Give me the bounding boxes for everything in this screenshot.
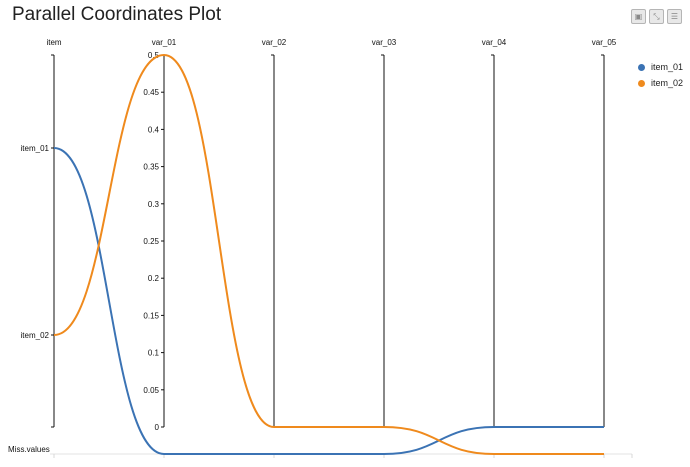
legend-entry-item-02[interactable]: item_02 [638, 75, 683, 91]
item-axis-tick-label-item_02: item_02 [21, 331, 50, 340]
var-01-tick-label-0.25: 0.25 [143, 237, 159, 246]
series-line-item-02 [53, 53, 604, 455]
var-01-tick-label-0: 0 [155, 423, 160, 432]
var-01-tick-label-0.05: 0.05 [143, 386, 159, 395]
window-icon[interactable]: ▣ [631, 9, 646, 24]
axis-title-var_04: var_04 [482, 38, 507, 47]
axis-title-var_05: var_05 [592, 38, 617, 47]
menu-icon[interactable]: ☰ [667, 9, 682, 24]
legend-entry-item-01[interactable]: item_01 [638, 59, 683, 75]
var-01-tick-label-0.15: 0.15 [143, 311, 159, 320]
var-01-tick-label-0.1: 0.1 [148, 349, 160, 358]
var-01-tick-label-0.4: 0.4 [148, 125, 160, 134]
legend-label-item-02: item_02 [651, 78, 684, 88]
legend-swatch-item-01 [638, 63, 645, 71]
var-01-tick-label-0.3: 0.3 [148, 200, 160, 209]
var-01-tick-label-0.5: 0.5 [148, 51, 160, 60]
axis-title-var_02: var_02 [262, 38, 287, 47]
item-axis-tick-label-item_01: item_01 [21, 144, 50, 153]
chart-toolbar: ▣ ⤡ ☰ [631, 9, 682, 24]
legend-swatch-item-02 [638, 79, 645, 87]
legend-label-item-01: item_01 [651, 62, 684, 72]
expand-icon[interactable]: ⤡ [649, 9, 664, 24]
axis-title-item: item [46, 38, 61, 47]
var-01-tick-label-0.45: 0.45 [143, 88, 159, 97]
chart-title: Parallel Coordinates Plot [12, 4, 222, 25]
axis-title-var_01: var_01 [152, 38, 177, 47]
chart-legend: item_01 item_02 [638, 59, 683, 91]
series-line-item-01 [53, 147, 604, 455]
missing-values-label: Miss.values [8, 445, 50, 454]
axis-title-var_03: var_03 [372, 38, 397, 47]
var-01-tick-label-0.2: 0.2 [148, 274, 160, 283]
var-01-tick-label-0.35: 0.35 [143, 163, 159, 172]
